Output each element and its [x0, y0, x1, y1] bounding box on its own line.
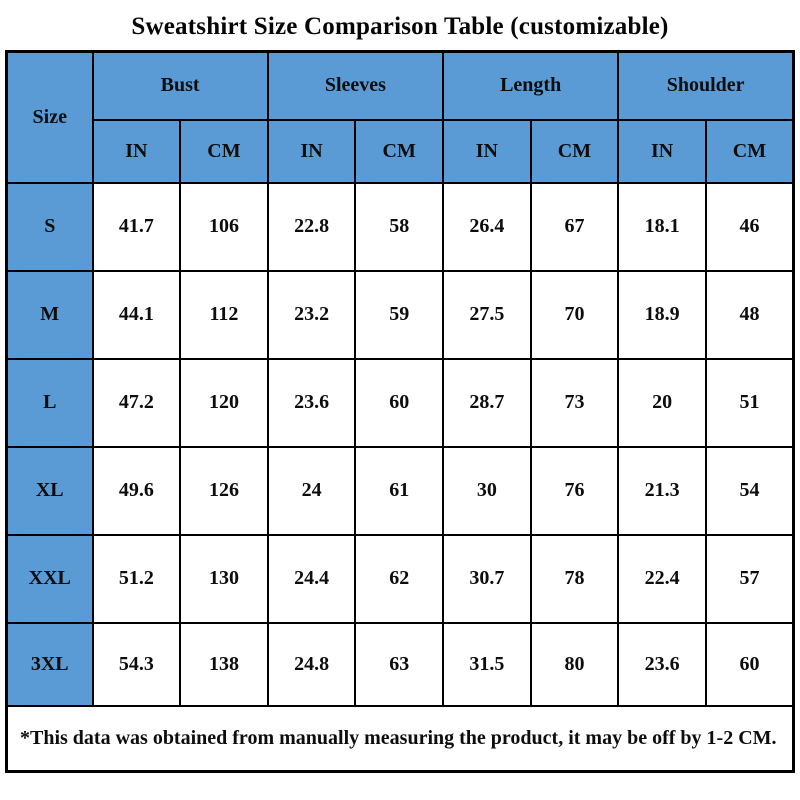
- value-cell: 57: [704, 533, 795, 624]
- value-cell: 138: [179, 621, 269, 707]
- value-cell: 20: [617, 357, 707, 448]
- value-cell: 41.7: [91, 181, 182, 272]
- value-cell: 44.1: [91, 269, 182, 360]
- column-group-sleeves: Sleeves: [266, 50, 445, 121]
- size-cell: XL: [5, 445, 94, 536]
- table-row: XXL 51.2 130 24.4 62 30.7 78 22.4 57: [5, 533, 795, 624]
- size-cell: 3XL: [5, 621, 94, 707]
- value-cell: 60: [704, 621, 795, 707]
- table-row: 3XL 54.3 138 24.8 63 31.5 80 23.6 60: [5, 621, 795, 707]
- value-cell: 23.2: [266, 269, 357, 360]
- value-cell: 24: [266, 445, 357, 536]
- unit-header-cm: CM: [179, 118, 269, 184]
- value-cell: 78: [529, 533, 620, 624]
- table-row: L 47.2 120 23.6 60 28.7 73 20 51: [5, 357, 795, 448]
- value-cell: 51.2: [91, 533, 182, 624]
- table-body: S 41.7 106 22.8 58 26.4 67 18.1 46 M 44.1 112 23.2 59…: [5, 181, 795, 707]
- value-cell: 28.7: [442, 357, 532, 448]
- size-comparison-table: Size Bust Sleeves Length Shoulder IN CM …: [5, 50, 795, 773]
- size-cell: XXL: [5, 533, 94, 624]
- column-header-size: Size: [5, 50, 94, 184]
- value-cell: 58: [354, 181, 444, 272]
- value-cell: 24.8: [266, 621, 357, 707]
- unit-header-cm: CM: [704, 118, 795, 184]
- value-cell: 30.7: [442, 533, 532, 624]
- group-header-row: Size Bust Sleeves Length Shoulder: [5, 50, 795, 184]
- value-cell: 51: [704, 357, 795, 448]
- value-cell: 18.9: [617, 269, 707, 360]
- value-cell: 60: [354, 357, 444, 448]
- value-cell: 30: [442, 445, 532, 536]
- table-row: XL 49.6 126 24 61 30 76 21.3 54: [5, 445, 795, 536]
- unit-header-cm: CM: [529, 118, 620, 184]
- value-cell: 120: [179, 357, 269, 448]
- column-group-length: Length: [441, 50, 620, 121]
- value-cell: 23.6: [617, 621, 707, 707]
- value-cell: 76: [529, 445, 620, 536]
- size-cell: S: [5, 181, 94, 272]
- table-header: Size Bust Sleeves Length Shoulder IN CM …: [5, 50, 795, 184]
- value-cell: 31.5: [442, 621, 532, 707]
- value-cell: 22.8: [266, 181, 357, 272]
- value-cell: 80: [529, 621, 620, 707]
- value-cell: 24.4: [266, 533, 357, 624]
- table-row: S 41.7 106 22.8 58 26.4 67 18.1 46: [5, 181, 795, 272]
- value-cell: 63: [354, 621, 444, 707]
- unit-header-in: IN: [617, 118, 707, 184]
- value-cell: 61: [354, 445, 444, 536]
- footnote-row: *This data was obtained from manually me…: [5, 704, 795, 773]
- column-group-bust: Bust: [91, 50, 269, 121]
- unit-header-in: IN: [442, 118, 532, 184]
- value-cell: 62: [354, 533, 444, 624]
- size-cell: M: [5, 269, 94, 360]
- value-cell: 46: [704, 181, 795, 272]
- value-cell: 18.1: [617, 181, 707, 272]
- value-cell: 27.5: [442, 269, 532, 360]
- value-cell: 54: [704, 445, 795, 536]
- value-cell: 54.3: [91, 621, 182, 707]
- value-cell: 23.6: [266, 357, 357, 448]
- table-footer: *This data was obtained from manually me…: [5, 704, 795, 773]
- value-cell: 126: [179, 445, 269, 536]
- value-cell: 21.3: [617, 445, 707, 536]
- value-cell: 47.2: [91, 357, 182, 448]
- value-cell: 112: [179, 269, 269, 360]
- value-cell: 73: [529, 357, 620, 448]
- value-cell: 106: [179, 181, 269, 272]
- unit-header-cm: CM: [354, 118, 444, 184]
- unit-header-in: IN: [91, 118, 182, 184]
- table-row: M 44.1 112 23.2 59 27.5 70 18.9 48: [5, 269, 795, 360]
- value-cell: 49.6: [91, 445, 182, 536]
- unit-header-row: IN CM IN CM IN CM IN CM: [7, 118, 795, 184]
- unit-header-in: IN: [266, 118, 357, 184]
- value-cell: 26.4: [442, 181, 532, 272]
- value-cell: 70: [529, 269, 620, 360]
- page-title: Sweatshirt Size Comparison Table (custom…: [131, 13, 669, 40]
- column-group-shoulder: Shoulder: [617, 50, 795, 121]
- footnote: *This data was obtained from manually me…: [5, 704, 795, 773]
- value-cell: 67: [529, 181, 620, 272]
- size-cell: L: [5, 357, 94, 448]
- value-cell: 22.4: [617, 533, 707, 624]
- value-cell: 59: [354, 269, 444, 360]
- value-cell: 130: [179, 533, 269, 624]
- value-cell: 48: [704, 269, 795, 360]
